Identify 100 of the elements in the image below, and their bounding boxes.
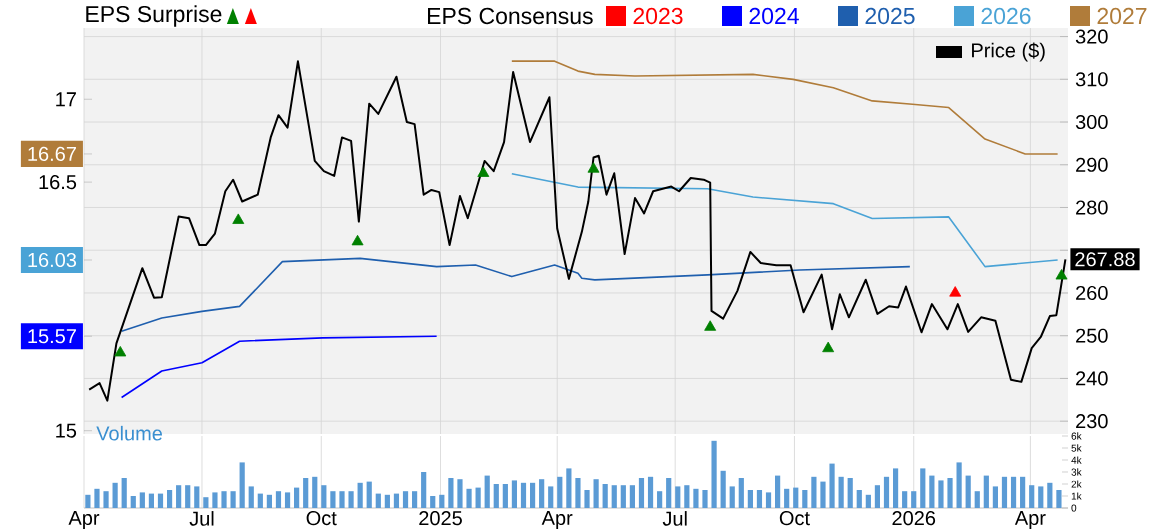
- bar: [566, 468, 572, 508]
- bar: [430, 496, 436, 508]
- bar: [475, 487, 481, 508]
- x-tick-label: Oct: [779, 511, 810, 526]
- legend-label: Price ($): [972, 42, 1045, 62]
- y-tick-label: 16.5: [39, 175, 77, 190]
- bar: [148, 493, 155, 508]
- bar: [557, 476, 563, 508]
- point: [704, 320, 717, 331]
- bar: [1010, 476, 1017, 508]
- bar: [802, 490, 808, 508]
- bar: [620, 485, 626, 508]
- bar: [775, 475, 781, 508]
- bar: [439, 494, 445, 508]
- bar: [602, 484, 608, 508]
- bar: [892, 468, 899, 508]
- text: EPS Surprise: [86, 5, 222, 27]
- y-tick-label: 16.03: [28, 252, 77, 268]
- bar: [393, 493, 400, 508]
- bar: [312, 476, 318, 508]
- bar: [684, 485, 690, 508]
- y2-tick-label: 250: [1076, 328, 1108, 343]
- bar: [1047, 482, 1053, 508]
- bar: [539, 479, 545, 508]
- bar: [992, 486, 999, 508]
- bar: [176, 485, 182, 508]
- bar: [720, 470, 726, 508]
- y2-tick-label: 290: [1076, 157, 1108, 172]
- point: [477, 166, 490, 177]
- bar: [484, 475, 490, 508]
- bar: [284, 492, 291, 508]
- bar: [203, 497, 209, 508]
- bar: [911, 491, 917, 508]
- bar: [793, 487, 799, 508]
- bar: [1001, 476, 1008, 508]
- bar: [357, 482, 363, 508]
- bar: [666, 478, 672, 508]
- point: [232, 213, 245, 224]
- x-tick-label: Apr: [541, 511, 573, 529]
- bar: [321, 485, 327, 508]
- bar: [303, 478, 309, 508]
- bar: [611, 485, 617, 508]
- bar: [784, 488, 790, 508]
- legend-title: EPS Consensus: [428, 7, 593, 25]
- bar: [130, 496, 136, 508]
- bar: [874, 485, 881, 508]
- bar: [847, 478, 853, 508]
- bar: [747, 490, 753, 508]
- bar: [157, 493, 164, 508]
- bar: [112, 482, 118, 508]
- bar: [856, 490, 862, 508]
- bar: [647, 476, 654, 508]
- y2-tick-label: 240: [1076, 371, 1108, 386]
- bar: [421, 472, 427, 508]
- bar: [974, 491, 980, 508]
- chart-title: Volume: [96, 425, 163, 441]
- bar: [294, 487, 300, 508]
- y-tick-label: 15: [56, 423, 77, 438]
- bar: [275, 491, 282, 508]
- bar: [248, 486, 254, 508]
- bar: [366, 481, 372, 508]
- bar: [384, 494, 390, 508]
- y-tick-label: 17: [56, 92, 76, 107]
- bar: [493, 484, 499, 508]
- bar: [412, 491, 418, 508]
- bar: [629, 485, 635, 508]
- bar: [520, 482, 527, 508]
- x-tick-label: Apr: [1014, 511, 1046, 529]
- bar: [511, 480, 518, 508]
- bar: [657, 491, 663, 508]
- y2-tick-label: 320: [1075, 29, 1108, 44]
- bar: [983, 475, 989, 508]
- bar: [402, 491, 409, 508]
- bar: [257, 493, 263, 508]
- x-tick-label: Jul: [662, 511, 687, 526]
- bar: [865, 494, 871, 508]
- legend-label: 2026: [981, 7, 1031, 25]
- y2-tick-label: 300: [1075, 114, 1108, 130]
- legend-label: 2025: [865, 7, 915, 25]
- x-tick-label: Jul: [189, 511, 214, 526]
- legend-label: 2024: [749, 7, 799, 25]
- point: [949, 286, 962, 297]
- bar: [121, 478, 127, 508]
- bar: [239, 462, 245, 508]
- x-tick-label: Apr: [68, 511, 100, 529]
- bar: [548, 486, 554, 508]
- bar: [729, 486, 735, 508]
- bar: [756, 490, 763, 508]
- data-label: 267.88: [1075, 252, 1135, 267]
- bar: [529, 482, 536, 508]
- bar: [838, 476, 844, 508]
- y-tick-label: 15.57: [28, 329, 76, 344]
- bar: [956, 462, 962, 508]
- bar: [502, 484, 508, 508]
- bar: [765, 492, 772, 508]
- y2-tick-label: 260: [1076, 285, 1108, 301]
- bar: [883, 476, 890, 508]
- bar: [139, 492, 145, 508]
- line-series: [120, 335, 438, 399]
- bar: [185, 485, 191, 508]
